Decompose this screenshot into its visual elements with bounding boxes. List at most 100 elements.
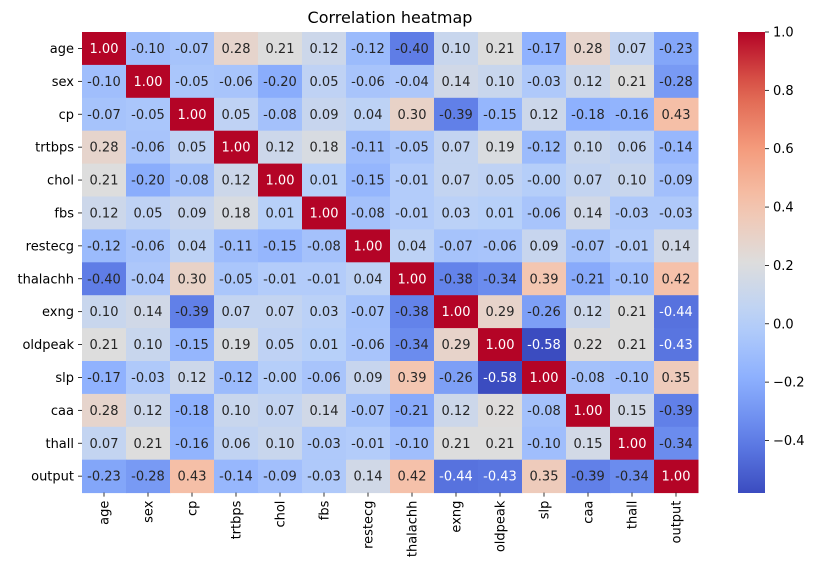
heatmap-cell-thalachh-exng — [434, 262, 479, 296]
heatmap-cell-slp-fbs — [302, 361, 347, 395]
cell-value-sex-fbs: 0.05 — [310, 75, 339, 90]
cell-value-caa-restecg: -0.07 — [351, 404, 385, 419]
heatmap-cell-chol-cp — [170, 163, 215, 197]
cell-value-age-thall: 0.07 — [618, 42, 647, 57]
cell-value-sex-oldpeak: 0.10 — [486, 75, 515, 90]
heatmap-cell-fbs-cp — [170, 196, 215, 230]
cell-value-trtbps-restecg: -0.11 — [351, 141, 385, 156]
y-tick-label-chol: chol — [47, 174, 74, 189]
cell-value-fbs-fbs: 1.00 — [310, 206, 339, 221]
cell-value-output-restecg: 0.14 — [354, 470, 383, 485]
heatmap-cell-restecg-cp — [170, 229, 215, 263]
cell-value-age-caa: 0.28 — [574, 42, 603, 57]
heatmap-cell-oldpeak-restecg — [346, 328, 391, 362]
heatmap-cell-chol-exng — [434, 163, 479, 197]
cell-value-thalachh-chol: -0.01 — [263, 272, 297, 287]
heatmap-cell-oldpeak-caa — [566, 328, 611, 362]
heatmap-cell-exng-output — [654, 295, 699, 329]
cell-value-thalachh-output: 0.42 — [662, 272, 691, 287]
heatmap-cell-output-trtbps — [214, 459, 259, 494]
heatmap-cell-exng-thall — [610, 295, 655, 329]
y-tick-label-thalachh: thalachh — [17, 272, 74, 287]
cell-value-cp-thall: -0.16 — [615, 108, 649, 123]
x-tick-label-age: age — [98, 501, 113, 525]
heatmap-cell-trtbps-restecg — [346, 130, 391, 165]
cell-value-sex-output: -0.28 — [659, 75, 693, 90]
heatmap-cell-thall-exng — [434, 426, 479, 461]
cell-value-fbs-thall: -0.03 — [615, 206, 649, 221]
cell-value-output-trtbps: -0.14 — [219, 470, 253, 485]
heatmap-cell-trtbps-fbs — [302, 130, 347, 165]
heatmap-cell-cp-cp — [170, 97, 215, 132]
heatmap-cell-thalachh-thall — [610, 262, 655, 296]
heatmap-cell-caa-cp — [170, 393, 215, 428]
cell-value-thalachh-cp: 0.30 — [178, 272, 207, 287]
heatmap-cell-caa-chol — [258, 393, 303, 428]
cell-value-thall-exng: 0.21 — [442, 437, 471, 452]
heatmap-cell-age-age — [82, 32, 127, 66]
heatmap-cell-trtbps-cp — [170, 130, 215, 165]
heatmap-cell-trtbps-slp — [522, 130, 567, 165]
cell-value-thall-caa: 0.15 — [574, 437, 603, 452]
heatmap-cell-cp-thall — [610, 97, 655, 132]
cell-value-output-output: 1.00 — [662, 470, 691, 485]
heatmap-cell-trtbps-thalachh — [390, 130, 435, 165]
colorbar-tick-label: −0.2 — [773, 376, 805, 391]
heatmap-cell-sex-exng — [434, 64, 479, 99]
cell-value-age-age: 1.00 — [90, 42, 119, 57]
cell-value-cp-restecg: 0.04 — [354, 108, 383, 123]
y-tick-label-output: output — [31, 470, 74, 485]
cell-value-sex-thall: 0.21 — [618, 75, 647, 90]
heatmap-cell-slp-cp — [170, 361, 215, 395]
heatmap-cell-caa-sex — [126, 393, 171, 428]
heatmap-cell-oldpeak-oldpeak — [478, 328, 523, 362]
cell-value-cp-cp: 1.00 — [178, 108, 207, 123]
cell-value-thall-fbs: -0.03 — [307, 437, 341, 452]
cell-value-caa-caa: 1.00 — [574, 404, 603, 419]
cell-value-caa-age: 0.28 — [90, 404, 119, 419]
cell-value-caa-cp: -0.18 — [175, 404, 209, 419]
cell-value-caa-trtbps: 0.10 — [222, 404, 251, 419]
heatmap-cell-age-restecg — [346, 32, 391, 66]
cell-value-trtbps-thalachh: -0.05 — [395, 141, 429, 156]
x-tick-label-chol: chol — [274, 501, 289, 528]
cell-value-restecg-exng: -0.07 — [439, 239, 473, 254]
cell-value-oldpeak-thall: 0.21 — [618, 338, 647, 353]
cell-value-age-fbs: 0.12 — [310, 42, 339, 57]
cell-value-restecg-sex: -0.06 — [131, 239, 165, 254]
cell-value-exng-fbs: 0.03 — [310, 305, 339, 320]
x-axis-ticks: age sex cp trtbps chol fbs restecg thalachh exng… — [98, 492, 685, 557]
cell-value-exng-age: 0.10 — [90, 305, 119, 320]
heatmap-cell-exng-oldpeak — [478, 295, 523, 329]
heatmap-cell-thalachh-cp — [170, 262, 215, 296]
heatmap-cell-restecg-oldpeak — [478, 229, 523, 263]
heatmap-cell-exng-chol — [258, 295, 303, 329]
cell-value-caa-fbs: 0.14 — [310, 404, 339, 419]
heatmap-cell-slp-oldpeak — [478, 361, 523, 395]
cell-value-exng-sex: 0.14 — [134, 305, 163, 320]
cell-value-oldpeak-chol: 0.05 — [266, 338, 295, 353]
cell-value-chol-chol: 1.00 — [266, 174, 295, 189]
cell-value-exng-trtbps: 0.07 — [222, 305, 251, 320]
cell-value-thalachh-caa: -0.21 — [571, 272, 605, 287]
cell-value-thalachh-trtbps: -0.05 — [219, 272, 253, 287]
cell-value-output-slp: 0.35 — [530, 470, 559, 485]
cell-value-thall-thall: 1.00 — [618, 437, 647, 452]
colorbar-tick-label: 0.2 — [773, 259, 794, 274]
heatmap-cell-age-fbs — [302, 32, 347, 66]
heatmap-cell-slp-slp — [522, 361, 567, 395]
heatmap-cell-caa-exng — [434, 393, 479, 428]
cell-value-slp-age: -0.17 — [87, 371, 121, 386]
cell-value-age-thalachh: -0.40 — [395, 42, 429, 57]
heatmap-cell-caa-age — [82, 393, 127, 428]
heatmap-cell-restecg-output — [654, 229, 699, 263]
cell-value-thall-trtbps: 0.06 — [222, 437, 251, 452]
heatmap-cell-trtbps-thall — [610, 130, 655, 165]
heatmap-cell-age-slp — [522, 32, 567, 66]
cell-value-sex-age: -0.10 — [87, 75, 121, 90]
heatmap-cell-slp-caa — [566, 361, 611, 395]
cell-value-thalachh-sex: -0.04 — [131, 272, 165, 287]
heatmap-cell-chol-restecg — [346, 163, 391, 197]
heatmap-cell-chol-fbs — [302, 163, 347, 197]
heatmap-cell-exng-trtbps — [214, 295, 259, 329]
